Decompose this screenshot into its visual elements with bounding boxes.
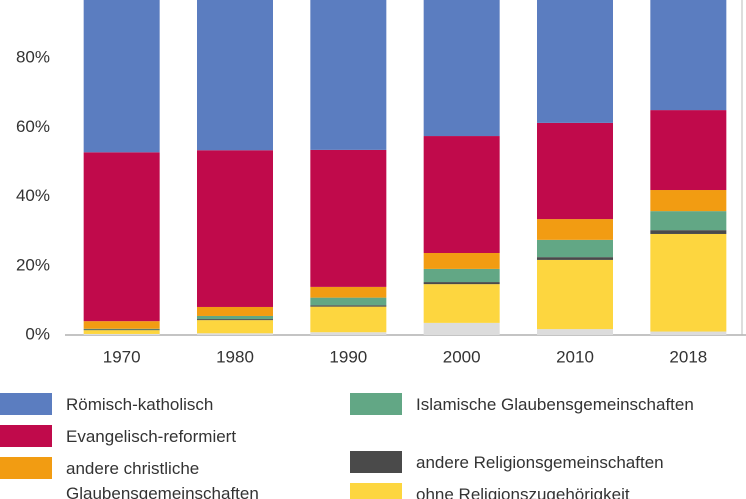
bar-segment [310,286,387,298]
x-tick-label: 2018 [669,347,707,366]
bar-segment [83,321,160,329]
bar-segment [83,152,160,322]
x-tick-label: 1990 [329,347,367,366]
bar-segment [423,322,500,335]
legend-swatch [0,425,52,447]
y-tick-label: 40% [16,186,50,205]
bar-segment [423,0,500,137]
bar-segment [83,328,160,330]
x-tick-label: 1970 [103,347,141,366]
bar-segment [310,332,387,335]
bar-segment [197,319,273,321]
bar-segment [83,330,160,334]
bar-segment [423,136,500,253]
bar-segment [310,306,387,333]
legend-swatch [0,393,52,415]
x-tick-label: 2010 [556,347,594,366]
legend-swatch [350,451,402,473]
bar-segment [83,0,160,153]
bar-segment [83,333,160,335]
bar-segment [310,305,387,307]
bar-segment [310,297,387,306]
bar-segment [537,257,613,260]
bar-segment [423,268,500,283]
bar-segment [650,233,727,332]
bar-segment [537,0,613,123]
chart: 0% 20% 40% 60% 80% 1970 1980 1990 2000 2010 2018 [16,0,746,366]
bar-segment [537,219,613,240]
bar-segment [423,284,500,323]
legend-swatch [0,457,52,479]
bar-segment [650,190,727,212]
bar-segment [310,149,387,287]
bar-segment [650,0,727,111]
legend-label: andere Religionsgemeinschaften [416,453,664,472]
bar-segment [650,110,727,191]
bar-segment [650,331,727,335]
bar-segment [197,0,273,151]
y-tick-label: 0% [25,324,50,343]
legend-swatch [350,483,402,499]
x-tick-label: 2000 [443,347,481,366]
bar-segment [537,122,613,220]
legend-label: Islamische Glaubens­gemeinschaften [416,395,694,414]
legend-label: andere christliche Glaubensgemeinschafte… [66,459,259,499]
bar-segment [197,320,273,334]
x-tick-label: 1980 [216,347,254,366]
legend-swatch [350,393,402,415]
bar-segment [197,315,273,320]
y-tick-label: 20% [16,255,50,274]
bar-segment [423,252,500,269]
bar-segment [83,329,160,331]
bar-segment [537,259,613,330]
bar-segment [650,211,727,231]
bar-segment [423,282,500,285]
y-tick-label: 80% [16,48,50,67]
y-tick-label: 60% [16,117,50,136]
bar-segment [197,150,273,307]
legend-label: Römisch-katholisch [66,395,214,414]
bar-segment [537,239,613,258]
bar-segment [537,329,613,335]
bar-segment [650,230,727,234]
bar-segment [197,333,273,335]
bar-segment [310,0,387,150]
legend-label: ohne Religionszugehörigkeit [416,485,630,499]
bar-segment [197,306,273,316]
legend-label: Evangelisch-reformiert [66,427,237,446]
